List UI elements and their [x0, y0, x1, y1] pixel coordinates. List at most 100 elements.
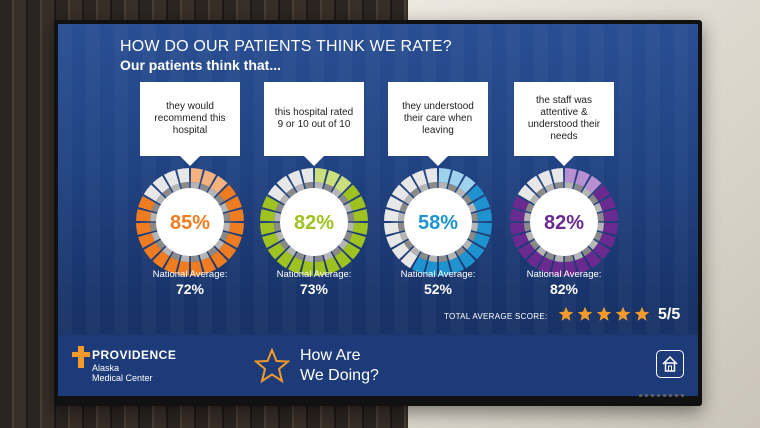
gauge-inner-segment: [219, 202, 229, 213]
gauge-segment: [267, 242, 286, 260]
gauge-inner-segment: [170, 251, 181, 261]
gauge-inner-segment: [536, 187, 547, 198]
total-score-label: TOTAL AVERAGE SCORE:: [444, 312, 548, 321]
gauge-segment: [201, 170, 217, 187]
gauge-inner-segment: [274, 222, 281, 232]
gauge-inner-segment: [544, 251, 555, 261]
gauge-inner-segment: [343, 231, 353, 242]
gauge-segment: [526, 250, 544, 269]
gauge-inner-segment: [564, 182, 574, 189]
gauge-segment: [599, 195, 616, 211]
gauge-inner-segment: [529, 194, 540, 205]
gauge-inner-segment: [597, 222, 604, 232]
gauge-center: [156, 188, 224, 256]
gauge-segment: [551, 168, 564, 184]
gauge-inner-segment: [467, 231, 477, 242]
gauge-segment: [384, 209, 400, 222]
page-title: HOW DO OUR PATIENTS THINK WE RATE?: [120, 38, 452, 55]
footer-line-1: How Are: [300, 347, 361, 364]
gauge-segment: [411, 257, 427, 274]
card-caption-bubble: the staff was attentive & understood the…: [514, 82, 614, 166]
gauge-segment: [138, 195, 155, 211]
gauge-segment: [287, 257, 303, 274]
gauge-inner-segment: [544, 183, 555, 193]
gauge-segment: [537, 170, 553, 187]
gauge-segment: [599, 233, 616, 249]
gauge-inner-segment: [155, 194, 166, 205]
gauge-segment: [384, 222, 400, 235]
gauge-segment: [190, 168, 203, 184]
gauge-inner-segment: [467, 202, 477, 213]
national-average-label: National Average:: [276, 269, 352, 280]
gauge-inner-segment: [462, 194, 473, 205]
gauge-inner-segment: [398, 222, 405, 232]
gauge-inner-segment: [151, 202, 161, 213]
brand-sub-location: Alaska: [92, 363, 120, 373]
gauge-inner-segment: [438, 182, 448, 189]
rating-card-rated: this hospital rated 9 or 10 out of 10 82…: [260, 82, 368, 297]
star-outline-icon: [254, 348, 290, 384]
gauge-inner-segment: [588, 239, 599, 250]
gauge-segment: [476, 222, 492, 235]
gauge-segment: [325, 257, 341, 274]
gauge-inner-segment: [331, 246, 342, 257]
gauge-inner-segment: [190, 182, 200, 189]
gauge-inner-segment: [155, 239, 166, 250]
gauge-inner-segment: [323, 251, 334, 261]
gauge-segment: [267, 184, 286, 202]
gauge-segment: [400, 175, 418, 194]
gauge-inner-segment: [554, 255, 564, 262]
gauge-inner-segment: [338, 239, 349, 250]
gauge-segment: [190, 260, 203, 276]
gauge-segment: [342, 184, 361, 202]
gauge-segment: [334, 175, 352, 194]
home-button[interactable]: [656, 350, 684, 378]
national-average-label: National Average:: [152, 269, 228, 280]
gauge-inner-segment: [279, 239, 290, 250]
gauge-inner-segment: [162, 187, 173, 198]
gauge-inner-segment: [275, 231, 285, 242]
gauge-inner-segment: [314, 255, 324, 262]
gauge-segment: [391, 184, 410, 202]
gauge-segment: [386, 233, 403, 249]
tv-indicator-lights: [639, 394, 684, 397]
gauge-inner-segment: [304, 182, 314, 189]
gauge-inner-segment: [536, 246, 547, 257]
gauge-segment: [201, 257, 217, 274]
gauge-segment: [602, 222, 618, 235]
gauge-percent: 85%: [170, 212, 210, 234]
gauge-inner-segment: [593, 202, 603, 213]
gauge-inner-segment: [597, 212, 604, 222]
gauge-inner-segment: [399, 231, 409, 242]
gauge-inner-segment: [190, 255, 200, 262]
gauge-inner-segment: [471, 212, 478, 222]
gauge-inner-segment: [524, 222, 531, 232]
gauge-inner-segment: [207, 187, 218, 198]
gauge-segment: [342, 242, 361, 260]
gauge-segment: [228, 222, 244, 235]
gauge-segment: [575, 170, 591, 187]
gauge-segment: [458, 175, 476, 194]
gauge-center: [530, 188, 598, 256]
gauge-inner-segment: [471, 222, 478, 232]
rating-card-staff: the staff was attentive & understood the…: [510, 82, 618, 297]
gauge-inner-segment: [554, 182, 564, 189]
gauge-inner-segment: [581, 187, 592, 198]
gauge-segment: [512, 195, 529, 211]
gauge-inner-segment: [207, 246, 218, 257]
star-icon: [577, 306, 593, 321]
gauge-inner-segment: [275, 202, 285, 213]
gauge-inner-segment: [170, 183, 181, 193]
gauge-inner-segment: [199, 251, 210, 261]
gauge-segment: [210, 175, 228, 194]
gauge-segment: [476, 209, 492, 222]
gauge-inner-segment: [525, 231, 535, 242]
gauge-center: [404, 188, 472, 256]
national-average-value: 52%: [423, 281, 453, 297]
gauge-inner-segment: [214, 194, 225, 205]
gauge-segment: [152, 175, 170, 194]
footer-headline: How Are We Doing?: [300, 346, 379, 386]
gauge-segment: [262, 233, 279, 249]
gauge-segment: [466, 184, 485, 202]
gauge-segment: [334, 250, 352, 269]
